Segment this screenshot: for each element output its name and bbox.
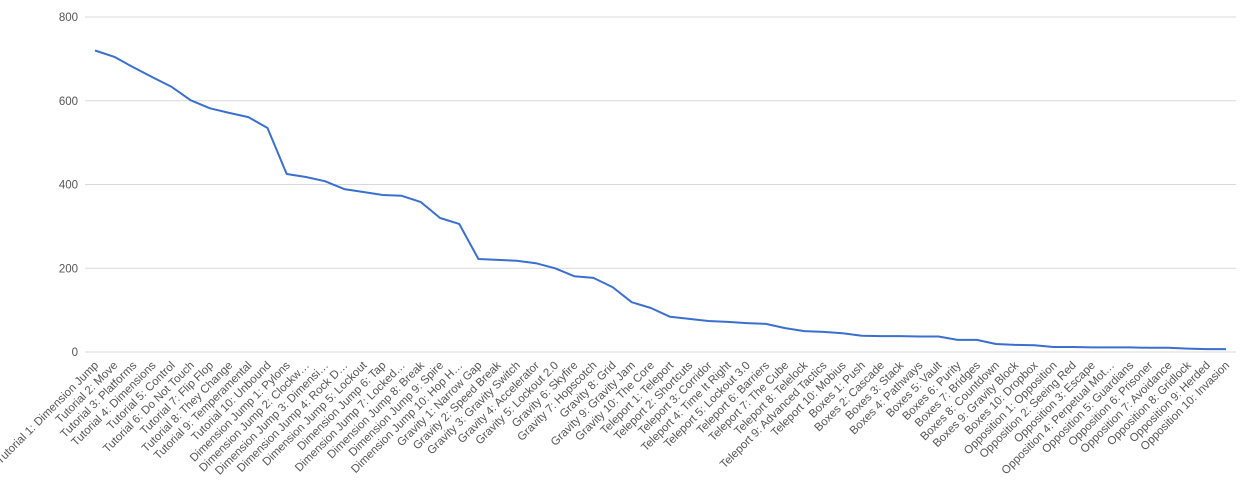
y-tick-label: 400: [59, 180, 78, 192]
y-tick-label: 0: [72, 347, 78, 359]
y-tick-label: 600: [59, 96, 78, 108]
y-tick-label: 800: [59, 12, 78, 24]
data-line: [94, 49, 1226, 351]
y-tick-label: 200: [59, 263, 78, 275]
